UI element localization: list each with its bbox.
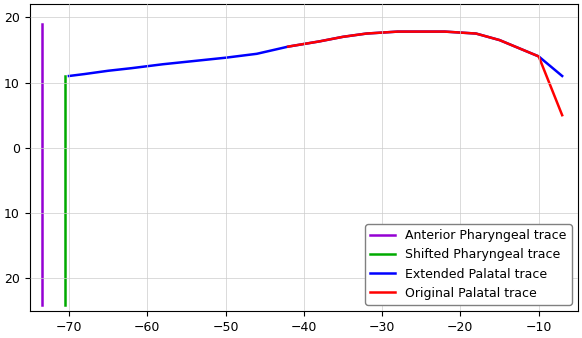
Original Palatal trace — [535, 54, 542, 58]
Original Palatal trace — [473, 31, 480, 35]
Extended Palatal trace — [535, 54, 542, 58]
Extended Palatal trace — [394, 29, 401, 33]
Extended Palatal trace — [65, 74, 72, 78]
Original Palatal trace — [559, 113, 566, 117]
Extended Palatal trace — [363, 31, 370, 35]
Extended Palatal trace — [316, 39, 323, 43]
Extended Palatal trace — [222, 56, 229, 60]
Line: Original Palatal trace: Original Palatal trace — [288, 31, 562, 115]
Shifted Pharyngeal trace — [62, 303, 69, 307]
Original Palatal trace — [316, 39, 323, 43]
Extended Palatal trace — [128, 66, 135, 70]
Extended Palatal trace — [105, 69, 112, 73]
Line: Extended Palatal trace: Extended Palatal trace — [69, 31, 562, 76]
Extended Palatal trace — [496, 38, 503, 42]
Original Palatal trace — [394, 29, 401, 33]
Extended Palatal trace — [339, 35, 346, 39]
Extended Palatal trace — [253, 52, 260, 56]
Original Palatal trace — [441, 29, 448, 33]
Original Palatal trace — [496, 38, 503, 42]
Extended Palatal trace — [159, 62, 166, 66]
Extended Palatal trace — [473, 31, 480, 35]
Original Palatal trace — [339, 35, 346, 39]
Original Palatal trace — [363, 31, 370, 35]
Extended Palatal trace — [81, 72, 88, 76]
Legend: Anterior Pharyngeal trace, Shifted Pharyngeal trace, Extended Palatal trace, Ori: Anterior Pharyngeal trace, Shifted Phary… — [365, 224, 572, 305]
Shifted Pharyngeal trace — [62, 74, 69, 78]
Extended Palatal trace — [285, 45, 292, 49]
Extended Palatal trace — [441, 29, 448, 33]
Extended Palatal trace — [559, 74, 566, 78]
Original Palatal trace — [285, 45, 292, 49]
Extended Palatal trace — [191, 59, 198, 63]
